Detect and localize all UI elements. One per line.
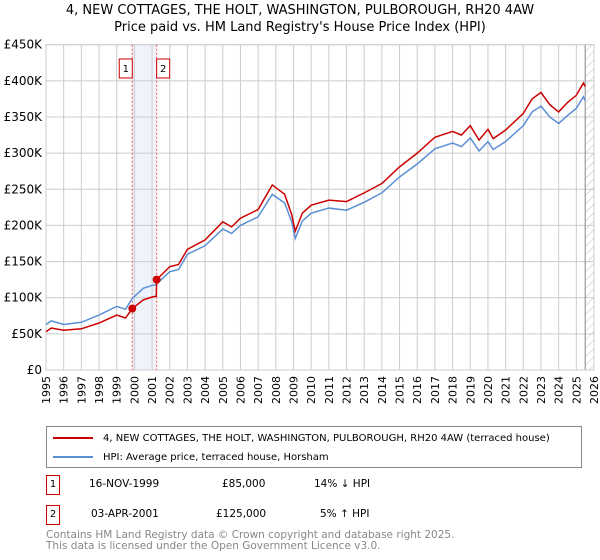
- x-tick-label: 2006: [234, 376, 247, 404]
- x-tick-label: 1998: [93, 376, 106, 404]
- legend-label: 4, NEW COTTAGES, THE HOLT, WASHINGTON, P…: [103, 432, 550, 444]
- x-tick-label: 2009: [287, 376, 300, 404]
- marker-badge: 1: [46, 475, 60, 495]
- future-hatch: [585, 44, 594, 370]
- y-tick-label: £50K: [11, 327, 43, 341]
- blue-line-swatch: [53, 456, 93, 458]
- x-tick-label: 2000: [128, 376, 141, 404]
- marker-label: 2: [160, 64, 166, 75]
- x-tick-label: 2021: [500, 376, 513, 404]
- x-tick-label: 2001: [146, 376, 159, 404]
- x-tick-label: 2017: [429, 376, 442, 404]
- x-tick-label: 2025: [570, 376, 583, 404]
- transaction-hpi: 5% ↑ HPI: [320, 508, 370, 520]
- legend-item-hpi: HPI: Average price, terraced house, Hors…: [53, 449, 329, 465]
- footer-line: Contains HM Land Registry data © Crown c…: [46, 529, 455, 541]
- x-tick-label: 2011: [323, 376, 336, 404]
- y-tick-label: £450K: [4, 38, 44, 52]
- shaded-period: [132, 44, 157, 370]
- transaction-date: 16-NOV-1999: [89, 478, 160, 490]
- x-tick-label: 2015: [394, 376, 407, 404]
- transaction-row: 1 16-NOV-1999 £85,000 14% ↓ HPI: [46, 475, 546, 495]
- transaction-price: £85,000: [222, 478, 266, 490]
- x-tick-label: 2022: [517, 376, 530, 404]
- x-tick-label: 2019: [464, 376, 477, 404]
- chart-title: 4, NEW COTTAGES, THE HOLT, WASHINGTON, P…: [65, 3, 535, 18]
- x-tick-label: 1995: [40, 376, 53, 404]
- x-tick-label: 2005: [217, 376, 230, 404]
- x-tick-label: 2010: [305, 376, 318, 404]
- legend-item-property: 4, NEW COTTAGES, THE HOLT, WASHINGTON, P…: [53, 430, 550, 446]
- marker-badge: [118, 58, 133, 79]
- footer: Contains HM Land Registry data © Crown c…: [46, 530, 454, 552]
- x-tick-label: 2016: [411, 376, 424, 404]
- y-tick-label: £400K: [4, 74, 44, 88]
- price-paid-line: [45, 81, 586, 333]
- x-tick-label: 2013: [358, 376, 371, 404]
- x-tick-label: 2007: [252, 376, 265, 404]
- y-tick-label: £300K: [4, 146, 44, 160]
- transaction-row: 2 03-APR-2001 £125,000 5% ↑ HPI: [46, 505, 546, 525]
- legend: 4, NEW COTTAGES, THE HOLT, WASHINGTON, P…: [46, 426, 582, 468]
- transaction-date: 03-APR-2001: [91, 508, 159, 520]
- x-tick-label: 2002: [164, 376, 177, 404]
- x-tick-label: 2014: [376, 376, 389, 404]
- x-tick-label: 2024: [553, 376, 566, 404]
- y-tick-label: £0: [27, 363, 42, 377]
- marker-label: 1: [123, 64, 129, 75]
- sale-point: [152, 275, 161, 284]
- x-tick-label: 2018: [447, 376, 460, 404]
- x-tick-label: 2004: [199, 376, 212, 404]
- y-tick-label: £200K: [4, 218, 44, 232]
- y-tick-label: £250K: [4, 182, 44, 196]
- marker-badge: 2: [46, 505, 60, 525]
- legend-label: HPI: Average price, terraced house, Hors…: [103, 451, 329, 463]
- x-tick-label: 2026: [588, 376, 600, 404]
- sale-point: [128, 304, 137, 313]
- hpi-line: [45, 95, 586, 326]
- footer-line: This data is licensed under the Open Gov…: [46, 540, 381, 552]
- y-tick-label: £150K: [4, 255, 44, 269]
- y-tick-label: £350K: [4, 110, 44, 124]
- x-tick-label: 1997: [75, 376, 88, 404]
- plot-area: 1995 1996 1997 1998 1999 2000 2001 2002 2003 2004…: [4, 38, 600, 404]
- red-line-swatch: [53, 437, 93, 439]
- marker-badge: [156, 58, 171, 79]
- x-tick-label: 1999: [111, 376, 124, 404]
- x-tick-label: 2003: [181, 376, 194, 404]
- y-tick-label: £100K: [4, 291, 44, 305]
- x-tick-label: 2008: [270, 376, 283, 404]
- x-tick-label: 2012: [341, 376, 354, 404]
- transaction-price: £125,000: [216, 508, 267, 520]
- plot-border: [45, 44, 595, 371]
- x-tick-label: 2023: [535, 376, 548, 404]
- transaction-hpi: 14% ↓ HPI: [314, 478, 371, 490]
- x-tick-label: 2020: [482, 376, 495, 404]
- x-tick-label: 1996: [58, 376, 71, 404]
- chart-subtitle: Price paid vs. HM Land Registry's House …: [114, 20, 486, 35]
